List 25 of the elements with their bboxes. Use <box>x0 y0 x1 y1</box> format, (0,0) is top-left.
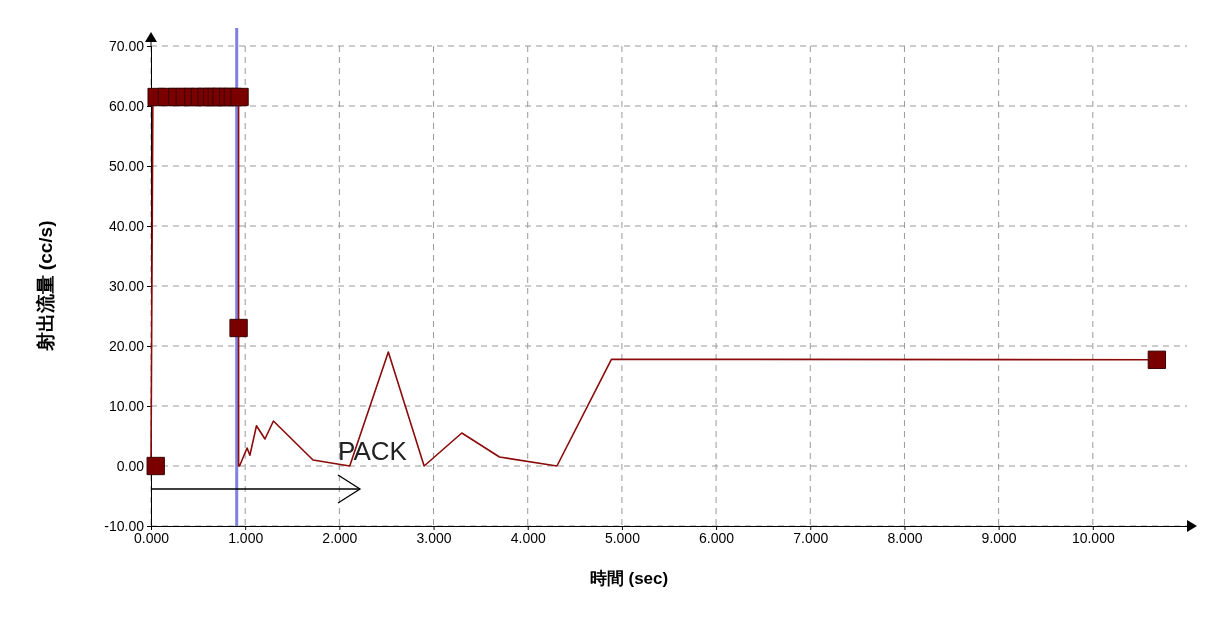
x-tick-label: 6.000 <box>699 529 735 546</box>
y-tick-label: 40.00 <box>108 217 145 234</box>
x-tick-label: 2.000 <box>322 529 358 546</box>
x-tick-label: 5.000 <box>604 529 641 546</box>
y-tick-label: 70.00 <box>108 37 145 54</box>
x-tick-label: 10.000 <box>1071 529 1115 546</box>
point <box>229 318 248 338</box>
y-tick-label: 20.00 <box>108 337 145 354</box>
x-tick-label: 3.000 <box>416 529 452 546</box>
x-tick-label: 9.000 <box>981 529 1017 546</box>
y-axis-title: 射出流量 (cc/s) <box>35 220 56 353</box>
y-tick-label: 50.00 <box>108 157 145 174</box>
y-tick-label: 0.00 <box>116 457 145 474</box>
point <box>1147 350 1167 369</box>
x-tick-label: 7.000 <box>793 529 829 546</box>
point <box>230 87 249 107</box>
y-tick-label: -10.00 <box>104 517 145 534</box>
y-tick-label: 60.00 <box>108 97 145 114</box>
point <box>146 456 165 476</box>
x-tick-label: 4.000 <box>510 529 546 546</box>
y-tick-label: 10.00 <box>108 397 145 414</box>
x-tick-label: 8.000 <box>887 529 923 546</box>
x-tick-label: 1.000 <box>228 529 264 546</box>
x-axis-title: 時間 (sec) <box>589 569 669 588</box>
y-tick-label: 30.00 <box>108 277 145 294</box>
